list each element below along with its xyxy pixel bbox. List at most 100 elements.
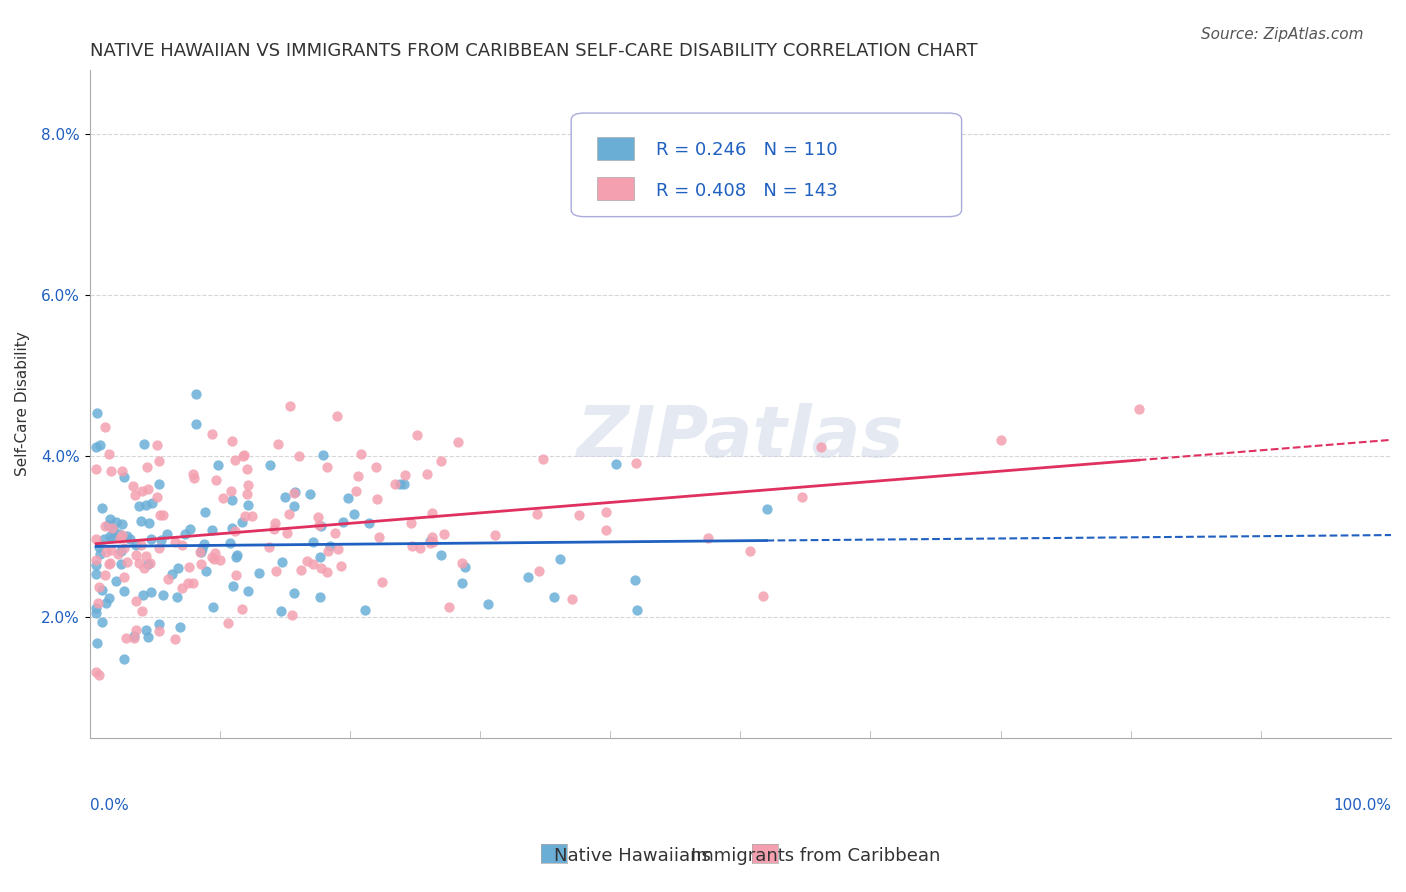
Point <box>183 471 205 485</box>
Point <box>283 586 305 600</box>
Point <box>218 536 240 550</box>
Point <box>112 470 135 484</box>
Point <box>533 451 555 466</box>
Point <box>226 548 249 562</box>
Point <box>350 447 373 461</box>
Point <box>990 434 1012 448</box>
Point <box>155 527 177 541</box>
Point <box>84 461 107 475</box>
Point <box>810 440 832 454</box>
Point <box>257 540 280 554</box>
Point <box>548 552 571 566</box>
Point <box>131 483 153 498</box>
Point <box>437 600 460 615</box>
Point <box>626 603 648 617</box>
Point <box>108 531 131 545</box>
Point <box>124 488 146 502</box>
Point <box>202 599 225 614</box>
Point <box>105 516 128 530</box>
Point <box>181 576 204 591</box>
Point <box>128 500 150 514</box>
Point <box>111 528 134 542</box>
Point <box>211 491 233 505</box>
Text: R = 0.408   N = 143: R = 0.408 N = 143 <box>655 182 838 200</box>
Point <box>225 568 247 582</box>
Point <box>97 591 120 605</box>
Point <box>194 564 217 578</box>
Point <box>207 458 229 472</box>
Point <box>190 545 212 559</box>
Point <box>409 541 432 556</box>
Point <box>152 508 174 522</box>
Point <box>309 518 332 533</box>
Point <box>124 629 146 643</box>
Point <box>308 518 330 533</box>
Point <box>94 596 117 610</box>
Point <box>139 585 162 599</box>
Point <box>344 483 367 498</box>
Point <box>371 575 394 590</box>
Point <box>315 459 337 474</box>
Point <box>283 486 305 500</box>
Point <box>136 482 159 496</box>
Point <box>131 538 153 552</box>
Point <box>98 511 121 525</box>
Point <box>561 592 583 607</box>
Point <box>450 556 472 570</box>
Point <box>201 427 224 442</box>
Point <box>302 558 325 572</box>
Point <box>84 665 107 679</box>
Point <box>134 560 156 574</box>
Point <box>222 579 245 593</box>
Point <box>94 568 117 582</box>
Point <box>173 526 195 541</box>
Point <box>392 476 415 491</box>
Point <box>477 597 499 611</box>
Point <box>201 550 224 565</box>
Point <box>419 535 441 549</box>
Point <box>516 570 538 584</box>
Point <box>94 544 117 558</box>
Point <box>186 417 208 432</box>
Point <box>484 527 506 541</box>
Point <box>125 538 148 552</box>
Point <box>605 457 627 471</box>
Point <box>283 500 305 514</box>
Point <box>148 624 170 638</box>
Point <box>167 561 190 575</box>
Point <box>284 484 307 499</box>
Text: Native Hawaiians: Native Hawaiians <box>554 847 711 865</box>
Point <box>233 449 256 463</box>
Point <box>101 522 124 536</box>
Point <box>236 498 259 512</box>
Point <box>790 490 813 504</box>
Point <box>1128 401 1150 416</box>
Point <box>90 583 112 598</box>
Point <box>330 559 353 574</box>
Point <box>84 440 107 454</box>
Point <box>146 438 169 452</box>
Point <box>141 496 163 510</box>
Point <box>231 516 253 530</box>
Point <box>242 508 264 523</box>
Point <box>190 544 212 558</box>
Point <box>122 478 145 492</box>
Point <box>326 409 349 424</box>
Point <box>281 607 304 622</box>
Point <box>84 606 107 620</box>
Point <box>332 515 354 529</box>
Point <box>108 527 131 541</box>
Point <box>354 603 377 617</box>
Point <box>93 532 115 546</box>
Point <box>419 534 441 549</box>
Point <box>276 525 298 540</box>
FancyBboxPatch shape <box>598 178 634 200</box>
Point <box>114 631 136 645</box>
Point <box>148 477 170 491</box>
Point <box>201 524 224 538</box>
Point <box>112 584 135 599</box>
Point <box>112 541 135 555</box>
Point <box>193 536 215 550</box>
Point <box>325 525 347 540</box>
Text: 100.0%: 100.0% <box>1333 797 1391 813</box>
